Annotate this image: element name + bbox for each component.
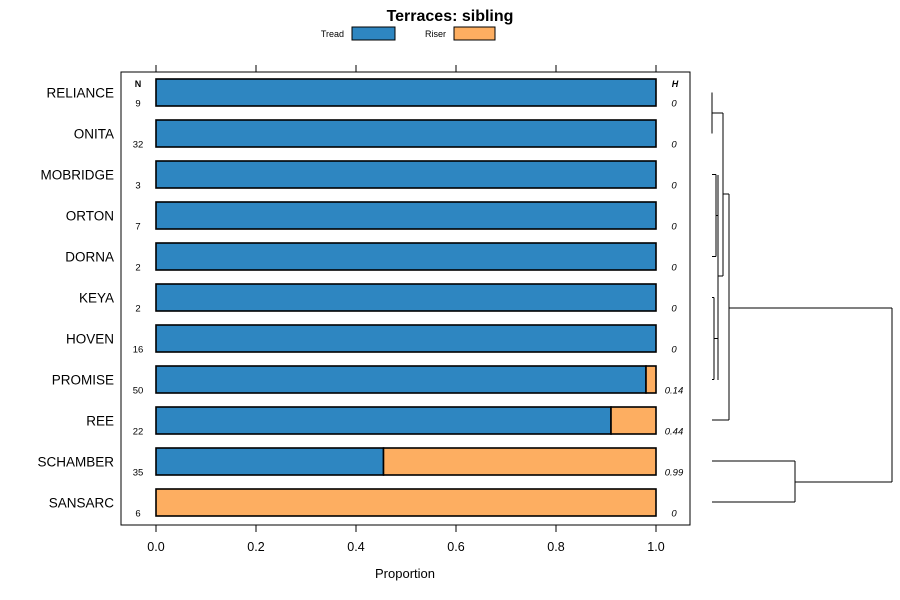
x-tick-label: 0.2 (247, 540, 264, 554)
x-axis-title: Proportion (375, 566, 435, 581)
bar-segment-tread (155, 324, 657, 353)
h-value: 0 (671, 345, 677, 356)
bar-segment-tread (155, 283, 657, 312)
h-value: 0.14 (665, 386, 684, 397)
h-value: 0 (671, 304, 677, 315)
plot-panel (120, 71, 691, 526)
row: MOBRIDGE 3 0 (40, 160, 677, 192)
category-label: SCHAMBER (37, 455, 114, 470)
h-value: 0 (671, 509, 677, 520)
category-label: ORTON (66, 209, 114, 224)
row: ONITA 32 0 (74, 119, 677, 151)
row: RELIANCE 9 0 (46, 78, 677, 110)
h-value: 0 (671, 140, 677, 151)
row: REE 22 0.44 (86, 406, 684, 438)
x-tick-label: 0.8 (547, 540, 564, 554)
bar-segment-tread (155, 201, 657, 230)
h-value: 0 (671, 222, 677, 233)
n-value: 7 (135, 222, 140, 233)
n-column-header: N (135, 79, 142, 89)
h-column-header: H (672, 79, 679, 89)
row: HOVEN 16 0 (66, 324, 677, 356)
h-value: 0.44 (665, 427, 684, 438)
bar-segment-riser (610, 406, 657, 435)
row: SCHAMBER 35 0.99 (37, 447, 684, 479)
category-label: KEYA (79, 291, 114, 306)
x-tick-label: 0.6 (447, 540, 464, 554)
h-value: 0 (671, 99, 677, 110)
row: SANSARC 6 0 (49, 488, 677, 520)
n-value: 2 (135, 263, 140, 274)
category-label: PROMISE (52, 373, 114, 388)
bar-segment-riser (645, 365, 657, 394)
n-value: 50 (133, 386, 144, 397)
h-value: 0.99 (665, 468, 684, 479)
bar-segment-tread (155, 78, 657, 107)
n-value: 22 (133, 427, 144, 438)
n-value: 9 (135, 99, 140, 110)
x-tick-label: 0.4 (347, 540, 364, 554)
legend: Tread Riser (321, 26, 496, 41)
row: KEYA 2 0 (79, 283, 677, 315)
dendrogram (711, 92, 893, 503)
x-tick-label: 1.0 (647, 540, 664, 554)
n-value: 2 (135, 304, 140, 315)
n-value: 35 (133, 468, 144, 479)
bar-segment-riser (155, 488, 657, 517)
top-axis-ticks (155, 65, 657, 72)
category-label: REE (86, 414, 114, 429)
bar-segment-tread (155, 160, 657, 189)
legend-swatch-riser (453, 26, 496, 41)
n-value: 3 (135, 181, 140, 192)
bar-segment-tread (155, 406, 612, 435)
x-axis: 0.0 0.2 0.4 0.6 0.8 1.0 (147, 525, 665, 554)
category-label: SANSARC (49, 496, 115, 511)
row: DORNA 2 0 (65, 242, 677, 274)
category-label: RELIANCE (46, 86, 114, 101)
category-label: DORNA (65, 250, 114, 265)
h-value: 0 (671, 263, 677, 274)
x-tick-label: 0.0 (147, 540, 164, 554)
legend-label-tread: Tread (321, 29, 344, 39)
bar-segment-tread (155, 447, 385, 476)
chart-title: Terraces: sibling (387, 8, 514, 25)
category-label: HOVEN (66, 332, 114, 347)
legend-label-riser: Riser (425, 29, 446, 39)
row: PROMISE 50 0.14 (52, 365, 684, 397)
legend-swatch-tread (351, 26, 396, 41)
category-label: MOBRIDGE (40, 168, 114, 183)
n-value: 16 (133, 345, 144, 356)
bar-segment-riser (382, 447, 657, 476)
category-label: ONITA (74, 127, 114, 142)
h-value: 0 (671, 181, 677, 192)
bar-segment-tread (155, 119, 657, 148)
n-value: 32 (133, 140, 144, 151)
row: ORTON 7 0 (66, 201, 677, 233)
bar-segment-tread (155, 242, 657, 271)
bar-segment-tread (155, 365, 647, 394)
n-value: 6 (135, 509, 140, 520)
